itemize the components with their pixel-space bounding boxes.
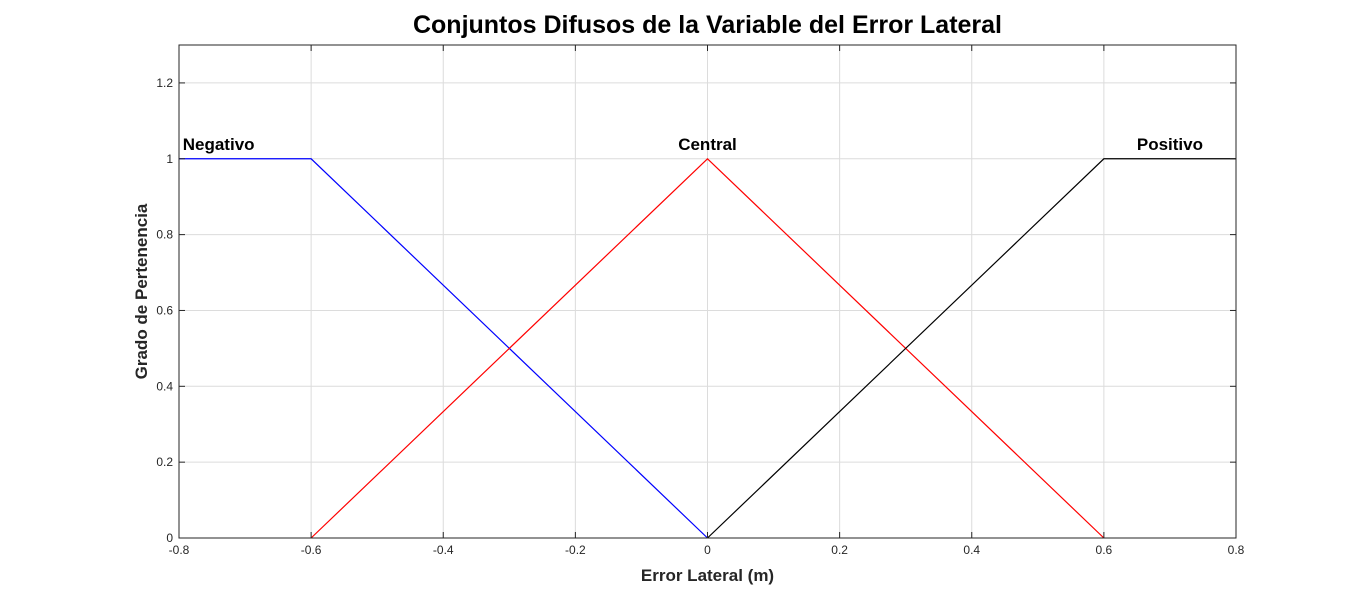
x-tick-label: -0.6 [301, 543, 322, 557]
y-tick-label: 0.2 [156, 455, 173, 469]
annotation-label: Negativo [183, 135, 255, 154]
x-tick-label: -0.4 [433, 543, 454, 557]
series-group [179, 157, 1236, 539]
annotations: Negativo Central Positivo [183, 135, 1203, 154]
series-line-0 [179, 158, 708, 539]
y-tick-label: 1 [166, 152, 173, 166]
x-tick-label: 0.6 [1096, 543, 1113, 557]
x-tick-label: -0.8 [169, 543, 190, 557]
y-tick-label: 0 [166, 531, 173, 545]
x-tick-label: 0 [704, 543, 711, 557]
series-line-2 [707, 158, 1236, 539]
x-tick-label: 0.4 [963, 543, 980, 557]
series-line-1 [310, 157, 1105, 539]
x-tick-label: -0.2 [565, 543, 586, 557]
x-tick-label: 0.8 [1228, 543, 1245, 557]
y-axis-label: Grado de Pertenencia [132, 203, 151, 379]
chart-title: Conjuntos Difusos de la Variable del Err… [413, 11, 1002, 39]
y-tick-label: 0.4 [156, 379, 173, 393]
x-axis-label: Error Lateral (m) [641, 566, 774, 585]
x-tick-label: 0.2 [831, 543, 848, 557]
y-tick-label: 0.6 [156, 303, 173, 317]
y-tick-label: 0.8 [156, 228, 173, 242]
ticks: -0.8 -0.6 -0.4 -0.2 0 0.2 0.4 0.6 0.8 0 0.2 0.4 0.6 0… [156, 45, 1245, 557]
grid [179, 45, 1236, 538]
annotation-label: Positivo [1137, 135, 1203, 154]
y-tick-label: 1.2 [156, 76, 173, 90]
annotation-label: Central [678, 135, 737, 154]
